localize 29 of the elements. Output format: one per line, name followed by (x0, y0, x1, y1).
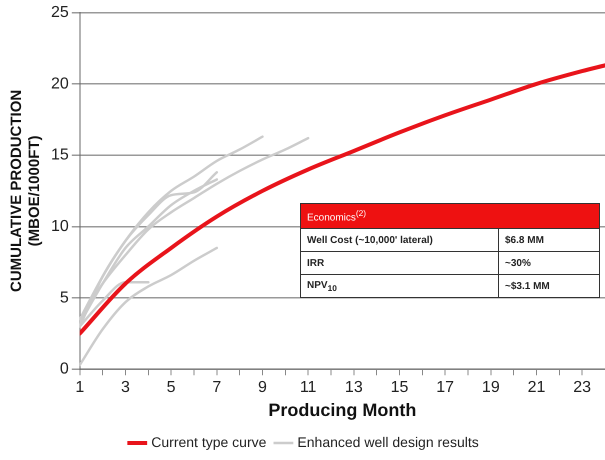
annotation: Economics$^{(2)}$ (300, 204, 600, 228)
y-tick-label: 5 (60, 289, 69, 306)
x-axis-title: Producing Month (268, 400, 416, 420)
legend-label: Enhanced well design results (297, 434, 479, 450)
x-tick-label: 15 (390, 379, 408, 396)
annotation: NPV$_{10}$ (300, 274, 498, 298)
x-tick-label: 21 (528, 379, 546, 396)
annotation: ~30% (498, 252, 600, 274)
x-tick-label: 9 (258, 379, 268, 396)
annotation: IRR (300, 252, 498, 274)
x-tick-label: 13 (344, 379, 363, 396)
annotation: $6.8 MM (498, 228, 600, 252)
y-tick-label: 25 (51, 4, 69, 22)
x-tick-label: 3 (121, 379, 130, 396)
y-axis-title: CUMULATIVE PRODUCTION (MBOE/1000FT) (8, 90, 44, 292)
x-tick-label: 5 (166, 379, 176, 396)
x-tick-label: 11 (300, 379, 317, 396)
annotation: ~$3.1 MM (498, 274, 600, 298)
y-tick-label: 0 (60, 360, 69, 378)
annotation: Well Cost (~10,000' lateral) (300, 228, 498, 252)
x-tick-label: 23 (573, 379, 592, 396)
x-tick-label: 1 (75, 379, 84, 396)
x-tick-label: 7 (212, 379, 222, 396)
legend-label: Current type curve (151, 434, 267, 450)
x-tick-label: 17 (436, 379, 454, 396)
y-tick-label: 15 (51, 146, 69, 164)
y-tick-label: 10 (51, 218, 69, 235)
x-tick-label: 19 (482, 379, 500, 396)
y-tick-label: 20 (51, 75, 69, 92)
